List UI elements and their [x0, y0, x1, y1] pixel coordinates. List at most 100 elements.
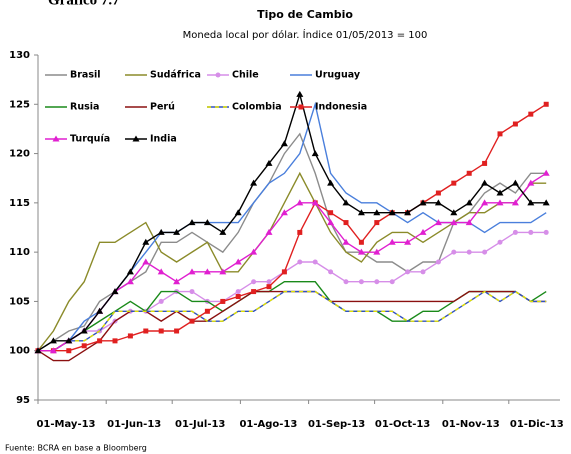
y-tick-label: 95 — [16, 395, 30, 406]
x-tick-label: 01-Dic-13 — [510, 419, 564, 430]
marker — [543, 101, 549, 107]
legend-label: India — [150, 134, 177, 145]
marker — [312, 259, 318, 265]
marker — [219, 268, 227, 275]
marker — [357, 209, 365, 216]
marker — [97, 338, 103, 344]
marker — [188, 219, 196, 226]
marker — [126, 278, 134, 285]
y-tick-label: 130 — [9, 50, 30, 61]
y-tick-label: 120 — [9, 149, 30, 160]
series-line-dash — [38, 290, 547, 352]
legend-marker — [215, 72, 221, 78]
legend-label: Turquía — [70, 134, 110, 145]
series-line — [37, 91, 547, 352]
marker — [496, 189, 504, 196]
y-tick-label: 105 — [9, 296, 30, 307]
marker — [250, 179, 258, 186]
marker — [96, 307, 104, 314]
marker — [357, 248, 365, 255]
series-line — [38, 101, 547, 352]
marker — [542, 199, 550, 206]
marker — [465, 199, 473, 206]
legend-marker — [52, 135, 60, 142]
marker — [80, 327, 88, 334]
marker — [235, 289, 241, 295]
marker — [204, 308, 210, 314]
marker — [451, 249, 457, 255]
marker — [297, 229, 303, 235]
marker — [466, 249, 472, 255]
marker — [420, 269, 426, 275]
marker — [342, 238, 350, 245]
series-line — [38, 172, 547, 352]
legend-label: Chile — [232, 70, 259, 81]
marker — [297, 259, 303, 265]
marker — [434, 219, 442, 226]
marker — [542, 169, 550, 176]
marker — [543, 229, 549, 235]
marker — [112, 338, 118, 344]
marker — [280, 140, 288, 147]
marker — [157, 228, 165, 235]
figure-label: Gráfico 7.7 — [48, 0, 120, 8]
marker — [388, 238, 396, 245]
marker — [265, 159, 273, 166]
marker — [374, 220, 380, 226]
marker — [419, 228, 427, 235]
marker — [173, 278, 181, 285]
marker — [234, 258, 242, 265]
marker — [481, 199, 489, 206]
series-line — [37, 171, 547, 352]
marker — [342, 199, 350, 206]
marker — [373, 209, 381, 216]
marker — [511, 199, 519, 206]
marker — [111, 288, 119, 295]
marker — [451, 180, 457, 186]
marker — [497, 239, 503, 245]
marker — [482, 160, 488, 166]
marker — [65, 337, 73, 344]
marker — [158, 298, 164, 304]
marker — [404, 209, 412, 216]
y-tick-label: 110 — [9, 247, 30, 258]
legend-label: Uruguay — [315, 70, 361, 81]
marker — [343, 279, 349, 285]
marker — [188, 268, 196, 275]
marker — [328, 269, 334, 275]
marker — [527, 199, 535, 206]
marker — [465, 219, 473, 226]
marker — [158, 328, 164, 334]
marker — [419, 199, 427, 206]
marker — [327, 179, 335, 186]
marker — [512, 121, 518, 127]
marker — [497, 131, 503, 137]
x-tick-label: 01-Jul-13 — [175, 419, 225, 430]
chart-title: Tipo de Cambio — [257, 8, 353, 21]
series-line — [38, 103, 547, 352]
marker — [189, 289, 195, 295]
marker — [373, 248, 381, 255]
marker — [220, 298, 226, 304]
marker — [219, 228, 227, 235]
marker — [266, 284, 272, 290]
marker — [143, 328, 149, 334]
legend-label: Rusia — [70, 102, 99, 113]
marker — [527, 179, 535, 186]
legend-label: Sudáfrica — [150, 70, 201, 81]
y-tick-label: 115 — [9, 198, 30, 209]
marker — [251, 279, 257, 285]
marker — [374, 279, 380, 285]
marker — [34, 347, 42, 354]
marker — [157, 268, 165, 275]
legend-marker — [298, 104, 304, 110]
marker — [512, 229, 518, 235]
marker — [435, 259, 441, 265]
marker — [450, 219, 458, 226]
x-tick-label: 01-May-13 — [36, 419, 95, 430]
legend-label: Brasil — [70, 70, 101, 81]
marker — [528, 229, 534, 235]
marker — [450, 209, 458, 216]
marker — [482, 249, 488, 255]
